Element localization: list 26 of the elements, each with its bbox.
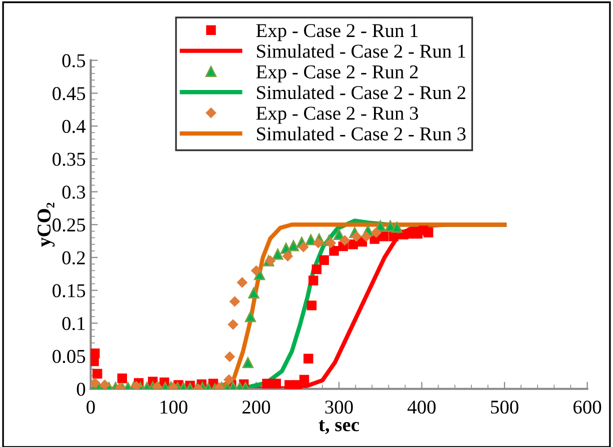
y-tick-label: 0.3: [62, 186, 86, 199]
y-tick-label: 0: [76, 382, 86, 396]
x-tick-label: 0: [86, 400, 95, 414]
x-axis-title: t, sec: [318, 420, 360, 434]
legend-label: Simulated - Case 2 - Run 3: [257, 126, 466, 140]
y-tick-label: 0.05: [52, 350, 86, 364]
y-tick-label: 0.35: [52, 152, 86, 166]
legend-label: Exp - Case 2 - Run 3: [256, 106, 418, 124]
x-tick-label: 300: [325, 400, 353, 414]
y-tick-label: 0.15: [52, 284, 86, 298]
y-tick-label: 0.2: [62, 251, 85, 264]
y-tick-label: 0.45: [52, 87, 86, 100]
y-tick-label: 0.1: [62, 316, 85, 330]
x-tick-label: 100: [160, 400, 188, 414]
x-tick-label: 400: [408, 400, 436, 414]
legend-label: Simulated - Case 2 - Run 1: [257, 44, 466, 58]
x-tick-label: 200: [242, 400, 270, 414]
x-tick-label: 600: [574, 400, 602, 414]
x-tick-label: 500: [491, 400, 518, 414]
legend-label: Simulated - Case 2 - Run 2: [257, 85, 466, 100]
legend-label: Exp - Case 2 - Run 2: [256, 65, 418, 82]
legend-label: Exp - Case 2 - Run 1: [256, 24, 418, 42]
y-tick-label: 0.4: [62, 120, 86, 134]
y-tick-label: 0.5: [62, 54, 86, 68]
y-tick-label: 0.25: [52, 218, 86, 232]
y-axis-title: yCO₂: [38, 202, 55, 247]
